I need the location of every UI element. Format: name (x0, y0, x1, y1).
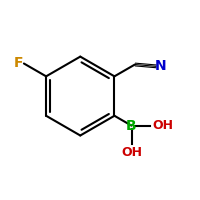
Text: B: B (126, 119, 137, 133)
Text: OH: OH (121, 146, 142, 159)
Text: OH: OH (152, 119, 173, 132)
Text: F: F (13, 56, 23, 70)
Text: N: N (155, 59, 167, 73)
